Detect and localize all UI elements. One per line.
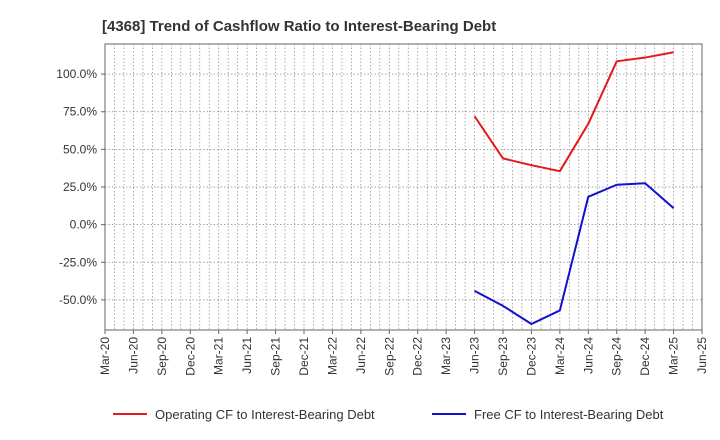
data-point bbox=[614, 182, 619, 187]
x-tick-label: Jun-23 bbox=[468, 337, 482, 374]
x-tick-label: Dec-24 bbox=[638, 337, 652, 376]
data-point bbox=[586, 194, 591, 199]
data-point bbox=[472, 114, 477, 119]
x-tick-label: Mar-22 bbox=[325, 337, 339, 375]
x-tick-label: Dec-21 bbox=[297, 337, 311, 376]
x-tick-label: Mar-23 bbox=[439, 337, 453, 375]
y-axis: -50.0% -25.0% 0.0% 25.0% 50.0% 75.0% 100.0% bbox=[56, 67, 105, 307]
data-point bbox=[643, 181, 648, 186]
x-tick-label: Mar-24 bbox=[553, 337, 567, 375]
data-point bbox=[671, 206, 676, 211]
data-point bbox=[529, 163, 534, 168]
legend-label: Operating CF to Interest-Bearing Debt bbox=[155, 407, 375, 422]
x-axis: Mar-20 Jun-20 Sep-20 Dec-20 Mar-21 Jun-21 Sep-… bbox=[98, 330, 709, 376]
y-tick-label: 25.0% bbox=[63, 180, 97, 194]
series-lines bbox=[472, 50, 676, 326]
data-point bbox=[501, 303, 506, 308]
data-point bbox=[557, 169, 562, 174]
y-tick-label: 0.0% bbox=[70, 218, 98, 232]
x-tick-label: Mar-21 bbox=[212, 337, 226, 375]
x-tick-label: Sep-20 bbox=[155, 337, 169, 376]
x-tick-label: Sep-21 bbox=[269, 337, 283, 376]
x-tick-label: Jun-24 bbox=[581, 337, 595, 374]
data-point bbox=[529, 321, 534, 326]
data-point bbox=[643, 55, 648, 60]
chart-title: [4368] Trend of Cashflow Ratio to Intere… bbox=[102, 18, 496, 35]
x-tick-label: Jun-22 bbox=[354, 337, 368, 374]
series-line-2 bbox=[474, 182, 675, 325]
x-tick-label: Jun-20 bbox=[126, 337, 140, 374]
series-line-1 bbox=[473, 51, 674, 173]
y-tick-label: 50.0% bbox=[63, 142, 97, 156]
x-tick-label: Mar-25 bbox=[667, 337, 681, 375]
y-tick-label: -25.0% bbox=[59, 255, 97, 269]
data-point bbox=[472, 288, 477, 293]
data-point bbox=[671, 50, 676, 55]
x-tick-label: Mar-20 bbox=[98, 337, 112, 375]
x-tick-label: Jun-25 bbox=[695, 337, 709, 374]
x-tick-label: Jun-21 bbox=[240, 337, 254, 374]
data-point bbox=[586, 121, 591, 126]
data-point bbox=[557, 308, 562, 313]
x-tick-label: Sep-22 bbox=[382, 337, 396, 376]
y-tick-label: -50.0% bbox=[59, 293, 97, 307]
legend: Operating CF to Interest-Bearing Debt Fre… bbox=[113, 407, 664, 422]
x-tick-label: Sep-24 bbox=[610, 337, 624, 376]
y-tick-label: 100.0% bbox=[56, 67, 97, 81]
x-tick-label: Dec-20 bbox=[183, 337, 197, 376]
legend-label: Free CF to Interest-Bearing Debt bbox=[474, 407, 664, 422]
data-point bbox=[501, 156, 506, 161]
x-tick-label: Sep-23 bbox=[496, 337, 510, 376]
grid bbox=[105, 44, 702, 330]
y-tick-label: 75.0% bbox=[63, 105, 97, 119]
data-point bbox=[614, 59, 619, 64]
x-tick-label: Dec-23 bbox=[524, 337, 538, 376]
x-tick-label: Dec-22 bbox=[411, 337, 425, 376]
